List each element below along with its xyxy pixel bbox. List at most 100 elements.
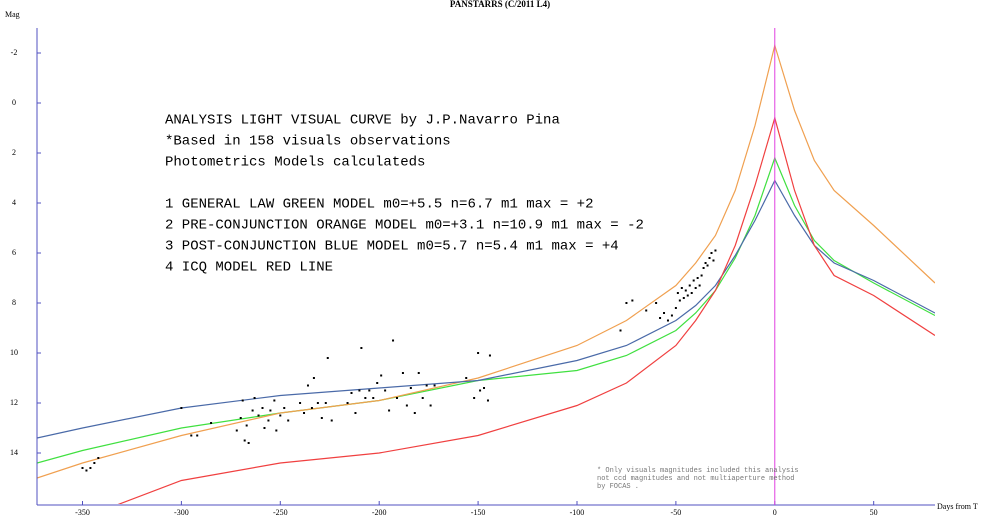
- x-tick-label: -150: [471, 508, 486, 517]
- observation-point: [670, 314, 673, 317]
- observation-point: [376, 382, 379, 384]
- footnote-line: by FOCAS .: [597, 483, 639, 491]
- y-tick-label: 10: [10, 348, 18, 357]
- observation-point: [392, 339, 395, 342]
- y-tick-label: 2: [12, 148, 16, 157]
- observation-point: [708, 257, 711, 259]
- observation-point: [310, 407, 313, 409]
- annotation-line: 1 GENERAL LAW GREEN MODEL m0=+5.5 n=6.7 …: [165, 197, 593, 213]
- observation-point: [299, 402, 302, 404]
- model-curve: [37, 43, 935, 479]
- observation-point: [690, 292, 693, 294]
- observation-point: [619, 329, 622, 332]
- observation-point: [684, 289, 687, 292]
- observation-point: [89, 467, 92, 469]
- observation-point: [263, 427, 266, 429]
- observation-point: [696, 277, 699, 279]
- x-tick-label: -100: [570, 508, 585, 517]
- observation-point: [413, 412, 416, 414]
- y-tick-label: 0: [12, 98, 16, 107]
- observation-point: [663, 312, 666, 314]
- observation-point: [686, 294, 689, 297]
- observation-point: [714, 249, 717, 252]
- observation-point: [275, 429, 278, 432]
- annotation-line: ANALYSIS LIGHT VISUAL CURVE by J.P.Navar…: [165, 113, 560, 129]
- observation-point: [433, 384, 436, 387]
- y-axis-label: Mag: [5, 10, 20, 19]
- model-curve: [117, 115, 935, 504]
- y-tick-label: -2: [11, 48, 18, 57]
- y-tick-label: 12: [10, 398, 18, 407]
- observation-point: [235, 429, 238, 432]
- observation-point: [388, 409, 391, 412]
- observation-point: [631, 299, 634, 302]
- observation-point: [324, 402, 327, 404]
- observation-point: [253, 397, 256, 399]
- y-tick-label: 8: [12, 298, 16, 307]
- annotation-line: 3 POST-CONJUNCTION BLUE MODEL m0=5.7 n=5…: [165, 239, 619, 255]
- observation-point: [678, 299, 681, 302]
- observation-point: [251, 409, 254, 412]
- observation-point: [326, 357, 329, 359]
- observation-point: [267, 419, 270, 422]
- observation-point: [409, 387, 412, 389]
- x-tick-label: 0: [773, 508, 777, 517]
- observation-point: [666, 319, 669, 322]
- observation-point: [473, 397, 476, 399]
- observation-point: [241, 399, 244, 402]
- observation-point: [704, 262, 707, 264]
- x-tick-label: -200: [372, 508, 387, 517]
- observation-point: [316, 402, 319, 404]
- observation-point: [486, 399, 489, 402]
- x-axis-label: Days from T: [937, 502, 978, 511]
- observation-point: [694, 287, 697, 289]
- observation-point: [306, 384, 309, 387]
- chart-title: PANSTARRS (C/2011 L4): [450, 0, 550, 9]
- observation-point: [320, 417, 323, 419]
- observation-point: [303, 412, 306, 414]
- observation-point: [372, 397, 375, 399]
- x-tick-label: 50: [870, 508, 878, 517]
- observation-point: [273, 399, 276, 402]
- observation-point: [645, 309, 648, 312]
- observation-point: [425, 384, 428, 387]
- observation-point: [477, 352, 480, 354]
- annotation-line: 4 ICQ MODEL RED LINE: [165, 260, 333, 276]
- observation-point: [269, 409, 272, 412]
- observation-point: [417, 372, 420, 374]
- observation-point: [247, 442, 250, 444]
- annotation-line: Photometrics Models calculateds: [165, 155, 425, 171]
- observation-point: [287, 419, 290, 422]
- observation-point: [283, 407, 286, 409]
- x-tick-label: -300: [174, 508, 189, 517]
- footnote-line: * Only visuals magnitudes included this …: [597, 467, 799, 475]
- observation-point: [483, 387, 486, 389]
- observation-point: [312, 377, 315, 379]
- observation-point: [239, 417, 242, 419]
- observation-point: [676, 292, 679, 294]
- observation-point: [712, 259, 715, 262]
- observation-point: [196, 434, 199, 437]
- observation-point: [364, 397, 367, 399]
- observation-point: [405, 404, 408, 407]
- observation-point: [395, 397, 398, 399]
- observation-point: [360, 347, 363, 349]
- observation-point: [465, 377, 468, 379]
- observation-point: [401, 372, 404, 374]
- observation-point: [479, 389, 482, 392]
- annotation-line: *Based in 158 visuals observations: [165, 134, 451, 150]
- observation-point: [706, 264, 709, 267]
- observation-point: [210, 422, 213, 424]
- observation-point: [350, 392, 353, 394]
- observation-point: [330, 419, 333, 422]
- observation-point: [380, 374, 383, 377]
- observation-point: [190, 434, 193, 437]
- x-tick-label: -50: [671, 508, 682, 517]
- observation-point: [358, 389, 361, 392]
- observation-point: [688, 284, 691, 287]
- observation-point: [680, 287, 683, 289]
- observation-point: [243, 439, 246, 442]
- observation-point: [85, 469, 88, 472]
- annotation-line: 2 PRE-CONJUNCTION ORANGE MODEL m0=+3.1 n…: [165, 218, 644, 234]
